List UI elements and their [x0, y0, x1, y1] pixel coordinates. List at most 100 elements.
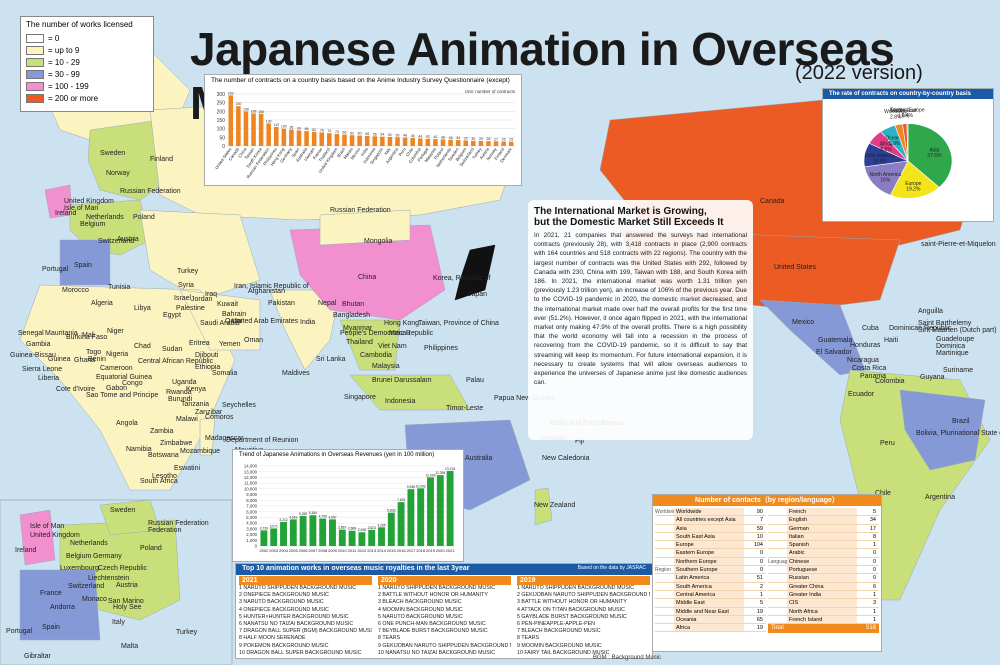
- data-label: 40: [433, 135, 437, 139]
- data-label: 5,833: [387, 509, 395, 513]
- x-tick-label: 2017: [406, 548, 416, 553]
- country-label: Andorra: [50, 604, 75, 611]
- country-label: Central African Republic: [138, 358, 214, 365]
- country-label: Ireland: [15, 547, 37, 554]
- country-label: Malawi: [176, 416, 198, 423]
- region-row: Oceania 65: [655, 615, 766, 625]
- country-label: Djibouti: [195, 352, 219, 359]
- country-label: Department of Reunion: [226, 437, 299, 444]
- country-label: Guatemala: [818, 337, 853, 344]
- language-label: Chinese: [787, 557, 857, 566]
- country-label: Nepal: [318, 300, 337, 307]
- y-tick-label: 1,000: [246, 538, 257, 543]
- slice-value: 0.4%: [902, 113, 914, 119]
- map-legend: The number of works licensed = 0 = up to …: [20, 16, 154, 112]
- region-value: 19: [756, 625, 763, 632]
- data-label: 86: [305, 127, 309, 131]
- language-value: 17: [869, 525, 876, 532]
- country-label: Eswatini: [174, 465, 201, 472]
- country-label: United Kingdom: [64, 198, 114, 205]
- x-tick-label: 2007: [308, 548, 318, 553]
- data-label: 5,384: [309, 511, 317, 515]
- bar: [236, 106, 241, 146]
- country-label: Luxembourg: [60, 565, 99, 572]
- data-label: 52: [388, 133, 392, 137]
- bar: [463, 140, 469, 146]
- data-label: 13,134: [445, 467, 455, 471]
- country-label: Guinea: [48, 356, 71, 363]
- pie-slice: [889, 160, 940, 199]
- language-value: 34: [869, 517, 876, 524]
- top10-item: 9 GEKIJOBAN NARUTO SHIPPUDEN BACKGROUND …: [378, 642, 511, 649]
- region-value: 19: [756, 608, 763, 615]
- legend-title: The number of works licensed: [26, 20, 133, 29]
- language-label: Spanish: [787, 541, 857, 549]
- bar: [299, 515, 307, 546]
- region-label: Africa: [674, 624, 744, 632]
- bar: [357, 135, 362, 146]
- country-label: Bangladesh: [333, 312, 370, 319]
- data-label: 2,867: [338, 526, 346, 530]
- country-label: Palestine: [176, 305, 205, 312]
- bar: [342, 134, 347, 146]
- country-label: Brunei Darussalam: [372, 377, 432, 384]
- x-tick-label: 2003: [269, 548, 279, 553]
- region-value: 90: [756, 509, 763, 515]
- country-label: Mexico: [792, 319, 815, 326]
- region-row: Latin America 51: [655, 574, 766, 583]
- country-label: United Arab Emirates: [232, 318, 299, 325]
- language-group: [768, 574, 787, 581]
- country-label: India: [300, 319, 316, 326]
- data-label: 32: [464, 136, 468, 140]
- country-label: Nigeria: [106, 351, 129, 358]
- country-label: Jordan: [191, 296, 213, 303]
- country-label: Switzerland: [68, 583, 105, 590]
- country-label: New Caledonia: [542, 455, 590, 462]
- data-label: 46: [411, 134, 415, 138]
- language-column: French 5 English 34 German 17 Italian 8 Spanish 1…: [768, 508, 879, 634]
- top10-item: 2 GEKIJOBAN NARUTO SHIPPUDEN BACKGROUND …: [517, 592, 650, 599]
- x-tick-label: Chile: [405, 146, 415, 157]
- language-group: Language: [768, 558, 791, 565]
- language-label: Greater China: [787, 582, 857, 590]
- region-row: Northern Europe 0: [655, 557, 766, 567]
- country-label: Nicaragua: [847, 357, 879, 364]
- country-label: Namibia: [126, 446, 152, 453]
- bar: [387, 512, 395, 546]
- top10-item: 8 TEARS: [517, 635, 539, 642]
- country-label: Saudi Arabia: [200, 320, 240, 327]
- top10-header: Top 10 animation works in overseas music…: [236, 564, 652, 575]
- data-label: 38: [441, 135, 445, 139]
- y-tick-label: 4,000: [246, 521, 257, 526]
- country-label: Dominican Republic: [889, 325, 952, 332]
- top10-year: 2021: [239, 576, 372, 585]
- top10-item: 2 BATTLE WITHOUT HONOR OR HUMANITY: [378, 592, 488, 599]
- bar: [270, 528, 278, 546]
- country-label: Pakistan: [268, 300, 295, 307]
- x-tick-label: Brazil: [336, 147, 346, 159]
- top10-item: 8 TEARS: [378, 635, 400, 642]
- country-label: Rwanda: [166, 389, 192, 396]
- legend-swatch: [26, 69, 44, 79]
- bar: [417, 138, 423, 146]
- country-label: Ethiopia: [195, 364, 221, 371]
- bar: [266, 123, 271, 146]
- data-label: 28: [487, 137, 491, 141]
- top10-item: 7 DRAGON BALL SUPER (BGM) BACKGROUND MUS…: [239, 628, 372, 635]
- x-tick-label: 2008: [318, 548, 328, 553]
- data-label: 60: [358, 132, 362, 136]
- language-group: [768, 508, 787, 515]
- top10-item: 10 DRAGON BALL SUPER BACKGROUND MUSIC: [239, 649, 362, 656]
- country-label: Isle of Man: [30, 523, 65, 530]
- country-label: Lesotho: [152, 473, 177, 480]
- top10-item: 10 FAIRY TAIL BACKGROUND MUSIC: [517, 649, 610, 656]
- region-label: Northern Europe: [674, 557, 744, 566]
- data-label: 2,729: [260, 526, 268, 530]
- country-label: Macau: [389, 330, 411, 337]
- page-subtitle: (2022 version): [795, 62, 923, 84]
- country-label: Peru: [880, 440, 895, 447]
- language-value: 1: [872, 591, 876, 598]
- bar: [258, 113, 264, 146]
- language-value: 1: [872, 616, 876, 623]
- bar: [289, 129, 294, 146]
